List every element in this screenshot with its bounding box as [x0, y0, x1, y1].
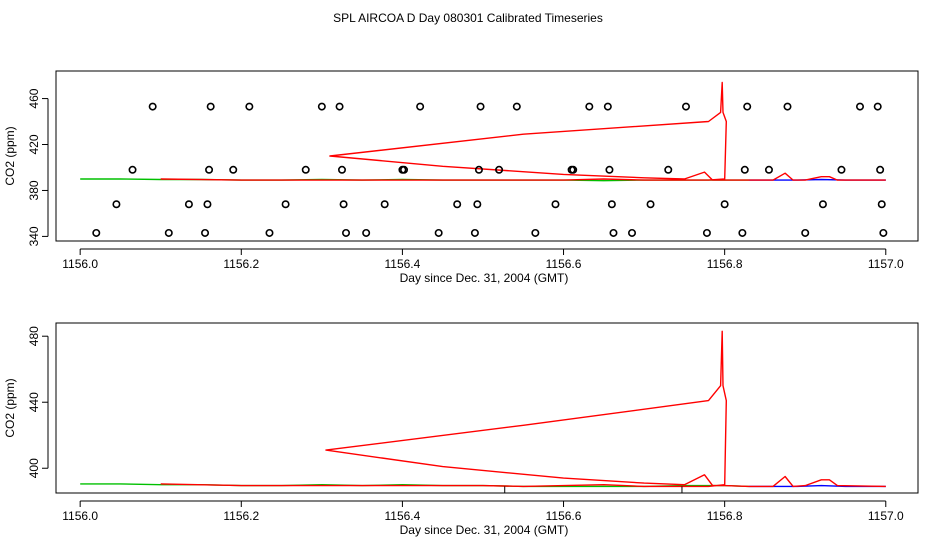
- bottom-series-layer: [80, 330, 886, 494]
- bottom-y-tick-label: 480: [27, 326, 41, 346]
- top-y-tick-label: 340: [27, 226, 41, 246]
- top-data-point: [569, 165, 578, 174]
- bottom-x-tick-label: 1156.8: [707, 509, 743, 523]
- top-data-point: [738, 228, 747, 237]
- top-data-point: [877, 200, 886, 209]
- figure-title: SPL AIRCOA D Day 080301 Calibrated Times…: [333, 11, 603, 25]
- top-data-point: [873, 102, 882, 111]
- top-data-point: [740, 165, 749, 174]
- top-x-tick-label: 1156.2: [223, 257, 259, 271]
- top-data-point: [339, 200, 348, 209]
- bottom-y-axis-label: CO2 (ppm): [3, 378, 17, 437]
- top-data-point: [201, 228, 210, 237]
- top-data-point: [434, 228, 443, 237]
- top-data-point: [380, 200, 389, 209]
- bottom-x-tick-label: 1156.0: [62, 509, 98, 523]
- top-data-point: [301, 165, 310, 174]
- top-data-point: [206, 102, 215, 111]
- top-data-point: [664, 165, 673, 174]
- top-data-point: [607, 200, 616, 209]
- top-data-point: [265, 228, 274, 237]
- bottom-y-axis: 400 440 480: [27, 326, 49, 478]
- top-data-point: [473, 200, 482, 209]
- top-data-point: [148, 102, 157, 111]
- top-data-point: [531, 228, 540, 237]
- top-data-point: [585, 102, 594, 111]
- bottom-y-tick-label: 400: [27, 458, 41, 478]
- top-y-tick-label: 420: [27, 134, 41, 154]
- top-data-point: [342, 228, 351, 237]
- top-series-line-2: [160, 81, 886, 181]
- top-data-point: [92, 228, 101, 237]
- bottom-series-line-2: [160, 330, 886, 488]
- top-data-point: [245, 102, 254, 111]
- top-data-point: [164, 228, 173, 237]
- top-data-point: [416, 102, 425, 111]
- top-y-tick-label: 460: [27, 88, 41, 108]
- bottom-x-axis: 1156.0 1156.2 1156.4 1156.6 1156.8 1157.0: [62, 500, 904, 523]
- top-data-point: [801, 228, 810, 237]
- top-data-point: [743, 102, 752, 111]
- bottom-plot-frame: [55, 322, 919, 494]
- top-data-point: [603, 102, 612, 111]
- top-data-point: [205, 165, 214, 174]
- top-data-point: [112, 200, 121, 209]
- top-data-point: [229, 165, 238, 174]
- top-data-point: [837, 165, 846, 174]
- top-panel: 1156.0 1156.2 1156.4 1156.6 1156.8 1157.0 340…: [3, 70, 919, 285]
- top-data-point: [628, 228, 637, 237]
- top-data-point: [184, 200, 193, 209]
- bottom-x-tick-label: 1156.2: [223, 509, 259, 523]
- top-x-axis-label: Day since Dec. 31, 2004 (GMT): [400, 271, 569, 285]
- top-data-point: [203, 200, 212, 209]
- bottom-panel: 1156.0 1156.2 1156.4 1156.6 1156.8 1157.0 400…: [3, 322, 919, 537]
- top-data-point: [876, 165, 885, 174]
- top-data-point: [474, 165, 483, 174]
- top-x-tick-label: 1156.8: [707, 257, 743, 271]
- bottom-x-tick-label: 1156.6: [546, 509, 582, 523]
- top-data-point: [605, 165, 614, 174]
- top-data-point: [335, 102, 344, 111]
- top-data-point: [400, 165, 409, 174]
- top-data-point: [855, 102, 864, 111]
- top-data-point: [512, 102, 521, 111]
- top-data-point: [128, 165, 137, 174]
- top-x-tick-label: 1156.4: [385, 257, 421, 271]
- top-y-tick-label: 380: [27, 180, 41, 200]
- top-x-tick-label: 1157.0: [868, 257, 904, 271]
- top-data-point: [317, 102, 326, 111]
- top-series-layer: [80, 81, 888, 237]
- top-data-point: [764, 165, 773, 174]
- top-x-tick-label: 1156.0: [62, 257, 98, 271]
- top-data-point: [470, 228, 479, 237]
- top-data-point: [879, 228, 888, 237]
- top-data-point: [362, 228, 371, 237]
- top-data-point: [818, 200, 827, 209]
- top-data-point: [495, 165, 504, 174]
- bottom-x-tick-label: 1157.0: [868, 509, 904, 523]
- top-data-point: [476, 102, 485, 111]
- bottom-y-tick-label: 440: [27, 392, 41, 412]
- bottom-x-axis-label: Day since Dec. 31, 2004 (GMT): [400, 523, 569, 537]
- top-x-axis: 1156.0 1156.2 1156.4 1156.6 1156.8 1157.0: [62, 248, 904, 271]
- bottom-x-tick-label: 1156.4: [385, 509, 421, 523]
- top-data-point: [337, 165, 346, 174]
- top-data-point: [551, 200, 560, 209]
- top-y-axis: 340 380 420 460: [27, 88, 49, 246]
- top-data-point: [453, 200, 462, 209]
- top-data-point: [783, 102, 792, 111]
- top-data-point: [609, 228, 618, 237]
- top-data-point: [681, 102, 690, 111]
- top-data-point: [646, 200, 655, 209]
- top-x-tick-label: 1156.6: [546, 257, 582, 271]
- top-y-axis-label: CO2 (ppm): [3, 126, 17, 185]
- top-data-point: [720, 200, 729, 209]
- top-data-point: [702, 228, 711, 237]
- top-plot-frame: [55, 70, 919, 242]
- top-data-point: [281, 200, 290, 209]
